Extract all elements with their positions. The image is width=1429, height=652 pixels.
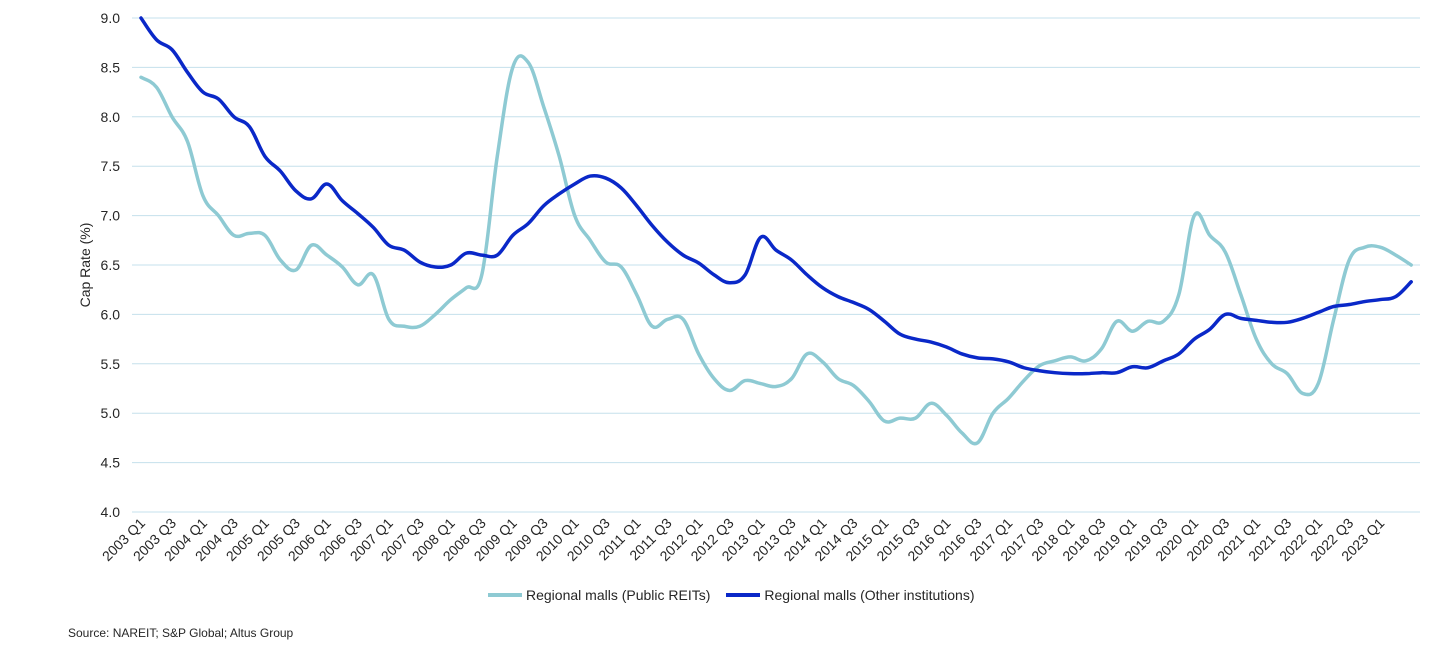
series-lines: [139, 16, 1413, 446]
y-tick-label: 8.5: [101, 59, 121, 75]
source-note: Source: NAREIT; S&P Global; Altus Group: [68, 626, 294, 640]
legend-item-public-reits: Regional malls (Public REITs): [488, 587, 710, 603]
y-tick-label: 4.0: [101, 504, 121, 520]
y-tick-label: 9.0: [101, 10, 121, 26]
y-tick-label: 4.5: [101, 455, 121, 471]
gridlines: [132, 17, 1420, 513]
series-line-public-reits: [139, 54, 1413, 446]
y-tick-label: 6.5: [101, 257, 121, 273]
y-axis-title: Cap Rate (%): [77, 223, 93, 308]
legend-label-public-reits: Regional malls (Public REITs): [526, 587, 711, 603]
legend-label-other-institutions: Regional malls (Other institutions): [764, 587, 975, 603]
y-axis-ticks: 4.0 4.5 5.0 5.5 6.0 6.5 7.0 7.5 8.0 8.5 9.0: [101, 10, 121, 520]
series-line-other-institutions: [139, 16, 1413, 376]
y-tick-label: 5.0: [101, 405, 121, 421]
legend-swatch-public-reits: [488, 593, 522, 597]
y-tick-label: 8.0: [101, 109, 121, 125]
y-tick-label: 6.0: [101, 306, 121, 322]
y-tick-label: 7.0: [101, 208, 121, 224]
y-tick-label: 7.5: [101, 158, 121, 174]
legend-item-other-institutions: Regional malls (Other institutions): [726, 587, 975, 603]
legend-swatch-other-institutions: [726, 593, 761, 597]
legend: Regional malls (Public REITs) Regional m…: [488, 587, 991, 603]
y-tick-label: 5.5: [101, 356, 121, 372]
